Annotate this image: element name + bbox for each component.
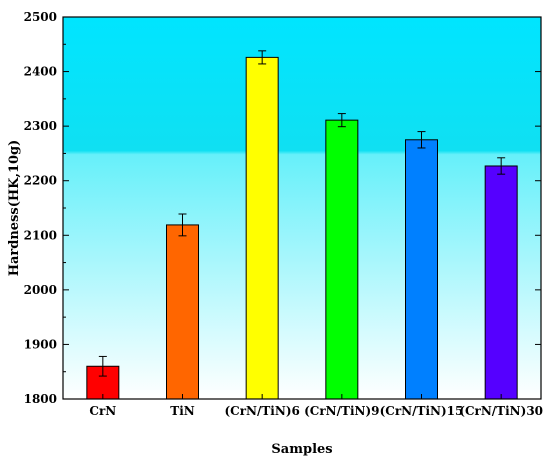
error-bars-group [98, 50, 506, 377]
bar-2 [245, 56, 279, 400]
x-tick-label: (CrN/TiN)6 [224, 404, 299, 418]
y-tick-label: 1900 [24, 337, 57, 351]
y-axis-title: Hardness(HK,10g) [7, 140, 22, 277]
x-tick-label: (CrN/TiN)9 [304, 404, 379, 418]
x-tick-label: (CrN/TiN)15 [380, 404, 464, 418]
bar-5 [484, 165, 518, 400]
x-tick-label: (CrN/TiN)30 [459, 404, 543, 418]
y-tick-label: 2000 [24, 283, 57, 297]
x-axis: CrN TiN (CrN/TiN)6 (CrN/TiN)9 (CrN/TiN)15(Cr… [89, 394, 543, 418]
bar-1 [166, 224, 199, 400]
y-axis: 1800 1900 2000 2100 2200 2300 2400 2500 [24, 10, 541, 406]
y-tick-label: 1800 [24, 392, 57, 406]
y-tick-label: 2500 [24, 10, 57, 24]
y-tick-label: 2300 [24, 119, 57, 133]
x-tick-label: CrN [89, 404, 116, 418]
y-tick-label: 2100 [24, 228, 57, 242]
y-tick-label: 2200 [24, 174, 57, 188]
y-tick-label: 2400 [24, 65, 57, 79]
bar-3 [325, 119, 359, 400]
bar-4 [405, 139, 438, 400]
plot-background [63, 17, 541, 399]
x-axis-title: Samples [271, 442, 332, 457]
x-tick-label: TiN [170, 404, 194, 418]
